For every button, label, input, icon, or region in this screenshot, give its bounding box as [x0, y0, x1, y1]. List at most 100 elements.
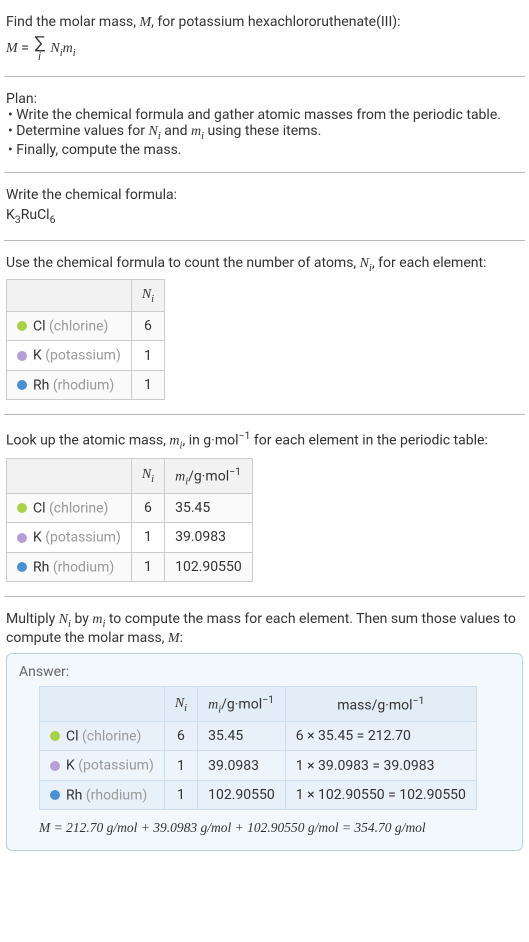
masses-heading: Look up the atomic mass, mi, in g·mol−1 … [6, 429, 523, 451]
plan-bullet-2: • Determine values for Ni and mi using t… [8, 123, 523, 142]
masses-heading-m: m [169, 434, 179, 449]
multiply-mid1: by [71, 611, 92, 627]
multiply-m: m [92, 612, 102, 627]
element-dot [17, 503, 27, 513]
element-dot [17, 533, 27, 543]
count-section: Use the chemical formula to count the nu… [4, 249, 525, 406]
plan-section: Plan: • Write the chemical formula and g… [4, 85, 525, 164]
calc-cell: 1 × 39.0983 = 39.0983 [285, 751, 476, 780]
col-mass: mass/g·mol−1 [285, 686, 476, 721]
table-header-row: Ni [7, 280, 165, 312]
col-Ni: Ni [131, 280, 164, 312]
divider [4, 240, 525, 241]
element-name: (chlorine) [46, 500, 109, 516]
plan-heading: Plan: [6, 91, 523, 107]
plan-b2-m: m [191, 124, 201, 139]
n-cell: 1 [131, 523, 164, 552]
chemical-formula-section: Write the chemical formula: K3RuCl6 [4, 181, 525, 232]
table-row: Rh (rhodium) 1 102.90550 1 × 102.90550 =… [40, 780, 477, 809]
col-element [40, 686, 165, 721]
element-symbol: Rh [33, 559, 49, 575]
multiply-post: : [180, 630, 183, 646]
element-name: (potassium) [42, 530, 121, 546]
element-cell: Cl (chlorine) [7, 493, 132, 522]
table-row: Cl (chlorine) 6 [7, 312, 165, 341]
plan-bullet-3: • Finally, compute the mass. [8, 142, 523, 158]
divider [4, 414, 525, 415]
multiply-text: Multiply Ni by mi to compute the mass fo… [6, 611, 523, 647]
eq-N: N [50, 41, 59, 56]
element-cell: Rh (rhodium) [7, 370, 132, 399]
col-Ni: Ni [164, 686, 197, 721]
calc-cell: 1 × 102.90550 = 102.90550 [285, 780, 476, 809]
formula-heading: Write the chemical formula: [6, 187, 523, 203]
element-name: (chlorine) [79, 728, 142, 744]
m-cell: 39.0983 [198, 751, 286, 780]
table-row: Cl (chlorine) 6 35.45 [7, 493, 253, 522]
n-cell: 1 [131, 341, 164, 370]
m-cell: 102.90550 [198, 780, 286, 809]
formula-Ru: Ru [21, 207, 37, 223]
masses-heading-mid: , in g·mol [182, 433, 238, 449]
n-cell: 1 [164, 751, 197, 780]
n-cell: 1 [131, 552, 164, 581]
plan-b2-mid: and [161, 123, 191, 139]
n-cell: 6 [131, 312, 164, 341]
col-element [7, 458, 132, 493]
table-row: K (potassium) 1 [7, 341, 165, 370]
element-name: (rhodium) [82, 787, 147, 803]
masses-table: Ni mi/g·mol−1 Cl (chlorine) 6 35.45 K (p… [6, 458, 253, 582]
element-symbol: Rh [66, 787, 82, 803]
element-symbol: K [33, 530, 42, 546]
masses-section: Look up the atomic mass, mi, in g·mol−1 … [4, 423, 525, 588]
eq-M: M [6, 41, 18, 56]
intro-M: M [140, 15, 152, 30]
element-name: (potassium) [42, 348, 121, 364]
answer-label: Answer: [19, 664, 510, 680]
plan-b2-post: using these items. [204, 123, 321, 139]
multiply-pre: Multiply [6, 611, 59, 627]
table-header-row: Ni mi/g·mol−1 mass/g·mol−1 [40, 686, 477, 721]
element-symbol: K [33, 348, 42, 364]
count-table: Ni Cl (chlorine) 6 K (potassium) 1 Rh (r… [6, 279, 165, 400]
masses-heading-post: for each element in the periodic table: [250, 433, 487, 449]
element-dot [50, 761, 60, 771]
element-cell: Rh (rhodium) [40, 780, 165, 809]
col-mi: mi/g·mol−1 [198, 686, 286, 721]
divider [4, 76, 525, 77]
table-row: K (potassium) 1 39.0983 [7, 523, 253, 552]
chemical-formula: K3RuCl6 [6, 207, 523, 226]
element-dot [17, 380, 27, 390]
answer-box: Answer: Ni mi/g·mol−1 mass/g·mol−1 Cl (c… [6, 653, 523, 851]
intro-text-2: , for potassium hexachlororuthenate(III)… [151, 14, 400, 30]
element-dot [17, 562, 27, 572]
m-cell: 102.90550 [165, 552, 253, 581]
element-cell: Rh (rhodium) [7, 552, 132, 581]
element-cell: Cl (chlorine) [40, 722, 165, 751]
table-row: Rh (rhodium) 1 102.90550 [7, 552, 253, 581]
multiply-section: Multiply Ni by mi to compute the mass fo… [4, 605, 525, 857]
element-cell: K (potassium) [7, 523, 132, 552]
count-heading-pre: Use the chemical formula to count the nu… [6, 255, 360, 271]
answer-table: Ni mi/g·mol−1 mass/g·mol−1 Cl (chlorine)… [39, 686, 477, 810]
multiply-N: N [59, 612, 68, 627]
masses-heading-exp: −1 [239, 429, 251, 442]
n-cell: 6 [131, 493, 164, 522]
plan-b2-N: N [148, 124, 157, 139]
molar-mass-equation: M = ∑i Nimi [6, 35, 523, 62]
multiply-M: M [168, 631, 180, 646]
count-heading-N: N [360, 256, 369, 271]
element-symbol: Rh [33, 377, 49, 393]
calc-cell: 6 × 35.45 = 212.70 [285, 722, 476, 751]
element-symbol: Cl [33, 318, 46, 334]
sigma-block: ∑i [34, 35, 45, 62]
element-name: (rhodium) [49, 377, 114, 393]
n-cell: 1 [131, 370, 164, 399]
m-cell: 35.45 [198, 722, 286, 751]
table-row: Rh (rhodium) 1 [7, 370, 165, 399]
m-cell: 35.45 [165, 493, 253, 522]
element-name: (potassium) [75, 758, 154, 774]
final-equation: M = 212.70 g/mol + 39.0983 g/mol + 102.9… [39, 820, 510, 836]
col-Ni: Ni [131, 458, 164, 493]
element-symbol: Cl [66, 728, 79, 744]
